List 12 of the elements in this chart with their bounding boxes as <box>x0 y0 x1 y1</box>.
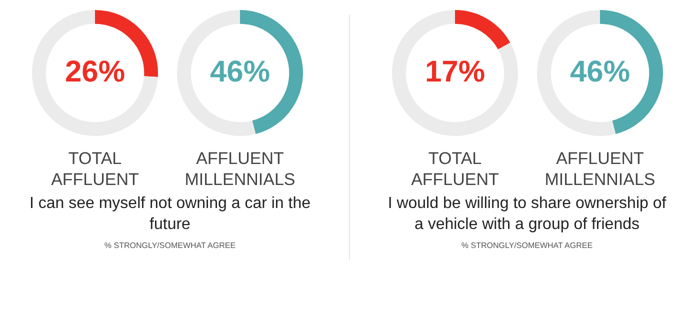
text: I can see myself not owning a car in the future <box>28 194 312 235</box>
text: % STRONGLY/SOMEWHAT AGREE <box>103 241 237 250</box>
text: % STRONGLY/SOMEWHAT AGREE <box>460 241 594 250</box>
text: AFFLUENT MILLENNIALS <box>184 148 296 190</box>
data-label: 17% <box>424 55 486 88</box>
text: TOTAL AFFLUENT <box>50 148 140 190</box>
data-label: 46% <box>570 55 630 88</box>
text: TOTAL AFFLUENT <box>410 148 500 190</box>
data-label: 46% <box>210 55 270 88</box>
data-label: 26% <box>64 55 126 88</box>
text: I would be willing to share ownership of a vehicle with a group of friends <box>386 194 668 235</box>
text: AFFLUENT MILLENNIALS <box>544 148 656 190</box>
